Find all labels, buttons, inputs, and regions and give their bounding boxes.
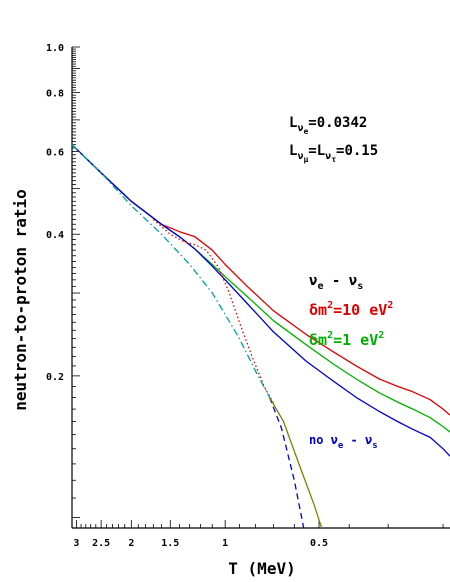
lnue-subsub: e [303, 127, 308, 136]
lnue-value: =0.0342 [308, 115, 367, 131]
lmu-main: L [289, 143, 297, 159]
y-tick-label: 0.6 [46, 147, 64, 158]
series-line-green-solid [71, 144, 450, 433]
tick-group: 1.0 0.8 0.6 0.4 0.2 3 2.5 2 1.5 1 0.5 [46, 43, 328, 549]
lnue-main: L [289, 115, 297, 131]
series-annotations: νe - νs δm2=10 eV2 δm2=1 eV2 no νe - νs [309, 273, 393, 451]
series-line-blue-dashed [268, 397, 305, 529]
svg-text:Lνμ=Lντ=0.15: Lνμ=Lντ=0.15 [289, 143, 378, 164]
plot-frame-group [71, 46, 450, 529]
series-line-blue-solid [71, 144, 450, 457]
luminosity-annotation: Lνe=0.0342 Lνμ=Lντ=0.15 [289, 115, 378, 164]
ltau-value: =0.15 [336, 143, 378, 159]
dm10-label: δm2=10 eV2 [309, 300, 393, 319]
dm1-label: δm2=1 eV2 [309, 330, 384, 349]
svg-text:Lνe=0.0342: Lνe=0.0342 [289, 115, 367, 136]
y-tick-label: 0.4 [46, 230, 64, 241]
y-tick-label: 0.8 [46, 89, 64, 100]
x-tick-label: 1 [222, 538, 228, 549]
x-tick-label: 2.5 [92, 538, 110, 549]
x-tick-label: 2 [128, 538, 134, 549]
y-tick-label: 0.2 [46, 372, 64, 383]
series-group [71, 144, 450, 529]
lmu-sub: ν [297, 151, 303, 162]
ltau-sub: ν [325, 151, 331, 162]
series-line-red-solid [71, 144, 450, 416]
series-line-teal-dashdot [71, 144, 271, 398]
lmu-equals: =L [308, 143, 325, 159]
lnue-sub: ν [297, 123, 303, 134]
y-axis-title: neutron-to-proton ratio [11, 189, 30, 411]
nue-nus-label: νe - νs [309, 273, 363, 292]
x-tick-label: 0.5 [310, 538, 328, 549]
x-tick-label: 1.5 [161, 538, 179, 549]
x-tick-label: 3 [73, 538, 79, 549]
series-line-red-dotted [152, 219, 275, 404]
no-oscillation-label: no νe - νs [309, 433, 378, 451]
ltau-subsub: τ [331, 155, 336, 164]
series-line-olive-solid [269, 397, 323, 529]
x-axis-title: T (MeV) [228, 559, 295, 578]
lmu-subsub: μ [303, 155, 308, 164]
y-tick-label: 1.0 [46, 43, 64, 54]
